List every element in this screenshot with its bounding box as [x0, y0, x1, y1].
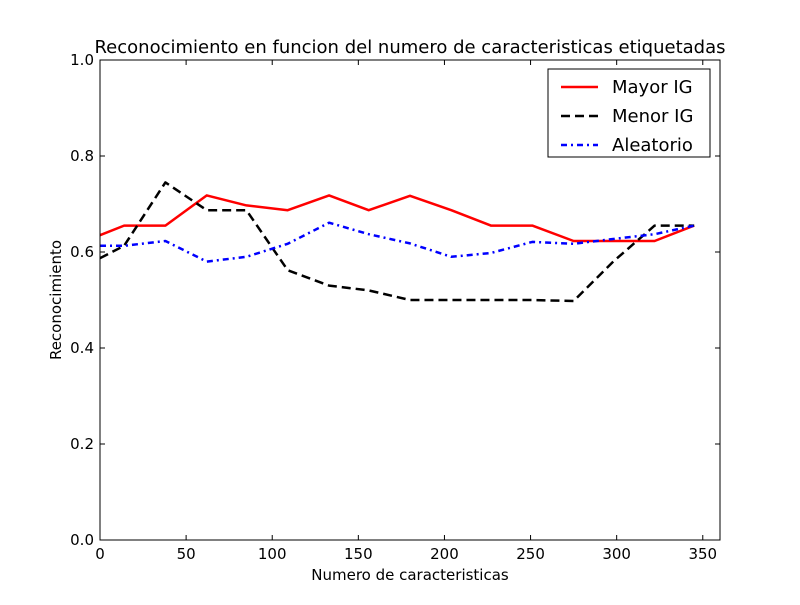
y-tick-label: 0.6 [70, 243, 94, 261]
series-line-3 [100, 221, 695, 263]
x-axis-label: Numero de caracteristicas [311, 566, 509, 584]
y-axis-label: Reconocimiento [47, 240, 65, 360]
y-tick-label: 0.2 [70, 435, 94, 453]
series-line-2 [99, 181, 695, 303]
y-tick-label: 0.8 [70, 147, 94, 165]
x-tick-label: 250 [516, 545, 545, 563]
x-tick-label: 50 [177, 545, 196, 563]
chart-title: Reconocimiento en funcion del numero de … [94, 37, 725, 58]
legend-label-3: Aleatorio [612, 135, 693, 156]
x-tick-label: 0 [95, 545, 105, 563]
x-tick-label: 350 [688, 545, 717, 563]
legend-label-2: Menor IG [612, 106, 693, 127]
x-tick-label: 150 [344, 545, 373, 563]
x-tick-label: 300 [602, 545, 631, 563]
x-tick-label: 100 [258, 545, 287, 563]
plot-area: 0 50 100 150 200 250 300 350 0.0 0.2 0.4 0.6 0.8 1.0 [70, 51, 721, 563]
legend: Mayor IG Menor IG Aleatorio [547, 68, 711, 158]
y-tick-label: 0.0 [70, 531, 94, 549]
legend-box [547, 68, 711, 158]
plot-frame [99, 59, 721, 541]
y-tick-label: 0.4 [70, 339, 94, 357]
legend-label-1: Mayor IG [612, 77, 693, 98]
y-tick-label: 1.0 [70, 51, 94, 69]
x-tick-label: 200 [430, 545, 459, 563]
